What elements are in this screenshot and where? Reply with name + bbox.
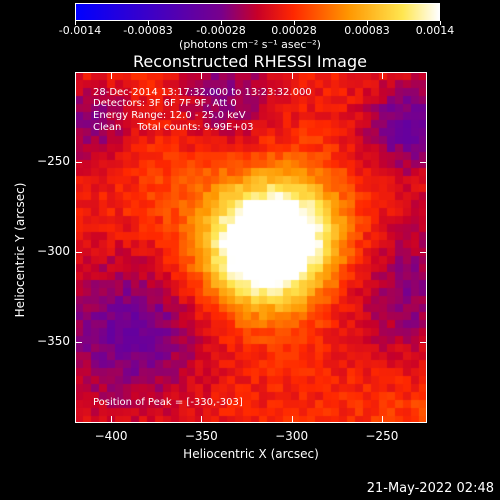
x-tick-mark xyxy=(201,72,203,79)
colorbar-tick-mark xyxy=(440,21,441,25)
y-axis-label: Heliocentric Y (arcsec) xyxy=(13,182,27,318)
y-tick-mark xyxy=(420,252,427,253)
colorbar-tick-label: -0.00028 xyxy=(196,24,246,37)
x-tick-mark xyxy=(291,416,293,423)
colorbar-tick-mark xyxy=(221,21,222,25)
colorbar-tick-label: -0.0014 xyxy=(58,24,102,37)
energy-range-annotation: Energy Range: 12.0 - 25.0 keV xyxy=(93,110,246,121)
x-axis-label: Heliocentric X (arcsec) xyxy=(183,447,319,461)
colorbar-tick-label: 0.00028 xyxy=(271,24,317,37)
time-range-annotation: 28-Dec-2014 13:17:32.000 to 13:23:32.000 xyxy=(93,87,312,98)
colorbar xyxy=(75,3,440,21)
x-tick-label: −250 xyxy=(365,429,399,443)
colorbar-tick-label: 0.00083 xyxy=(344,24,390,37)
plot-frame xyxy=(75,72,427,423)
x-tick-mark xyxy=(381,416,383,423)
x-tick-mark xyxy=(381,72,383,79)
colorbar-tick-mark xyxy=(148,21,149,25)
plot-title: Reconstructed RHESSI Image xyxy=(133,52,367,71)
y-tick-mark xyxy=(420,162,427,163)
colorbar-tick-mark xyxy=(75,21,76,25)
counts-annotation: Clean Total counts: 9.99E+03 xyxy=(93,122,254,133)
x-tick-mark xyxy=(111,416,113,423)
colorbar-tick-label: 0.0014 xyxy=(415,24,455,37)
x-tick-label: −400 xyxy=(94,429,128,443)
x-tick-label: −350 xyxy=(184,429,218,443)
y-tick-mark xyxy=(420,342,427,343)
x-tick-label: −300 xyxy=(275,429,309,443)
colorbar-tick-label: -0.00083 xyxy=(123,24,173,37)
y-tick-mark xyxy=(75,342,82,343)
colorbar-tick-mark xyxy=(294,21,295,25)
y-tick-label: −350 xyxy=(37,334,70,348)
timestamp: 21-May-2022 02:48 xyxy=(366,481,494,496)
y-tick-mark xyxy=(75,162,82,163)
colorbar-units-label: (photons cm⁻² s⁻¹ asec⁻²) xyxy=(179,38,321,51)
colorbar-tick-mark xyxy=(367,21,368,25)
x-tick-mark xyxy=(111,72,113,79)
x-tick-mark xyxy=(201,416,203,423)
y-tick-label: −250 xyxy=(37,154,70,168)
peak-position-annotation: Position of Peak = [-330,-303] xyxy=(93,397,243,408)
y-tick-mark xyxy=(75,252,82,253)
x-tick-mark xyxy=(291,72,293,79)
y-tick-label: −300 xyxy=(37,244,70,258)
detectors-annotation: Detectors: 3F 6F 7F 9F, Att 0 xyxy=(93,98,237,109)
heatmap-image xyxy=(75,72,427,423)
